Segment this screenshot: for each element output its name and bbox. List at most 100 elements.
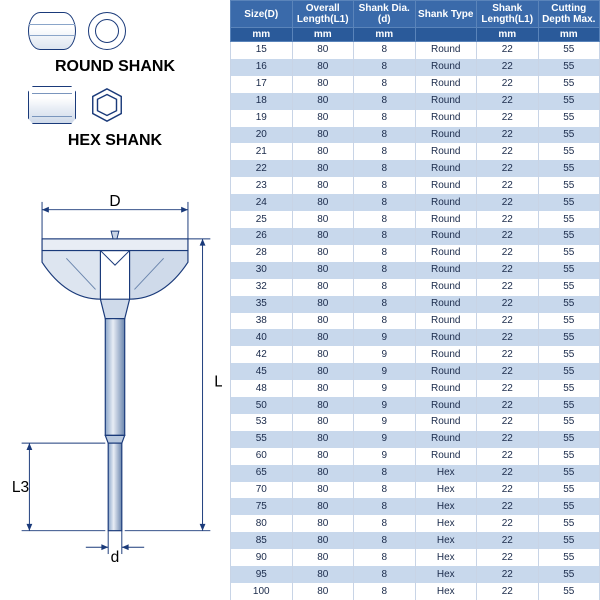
table-cell: 25 (231, 211, 293, 228)
table-cell: 8 (354, 566, 416, 583)
table-cell: 80 (292, 245, 354, 262)
table-cell: 55 (538, 127, 600, 144)
table-cell: Round (415, 346, 477, 363)
table-cell: 80 (292, 110, 354, 127)
table-cell: 55 (538, 194, 600, 211)
spec-table-body: 15808Round225516808Round225517808Round22… (231, 42, 600, 600)
table-row: 53809Round2255 (231, 414, 600, 431)
table-cell: 32 (231, 279, 293, 296)
table-cell: 80 (292, 329, 354, 346)
table-cell: Round (415, 59, 477, 76)
table-cell: Round (415, 313, 477, 330)
table-cell: 18 (231, 93, 293, 110)
table-cell: 9 (354, 414, 416, 431)
bit-head (42, 231, 188, 299)
table-cell: 22 (477, 313, 539, 330)
table-cell: 80 (292, 160, 354, 177)
dim-l3: L3 (12, 479, 29, 496)
table-cell: 22 (477, 160, 539, 177)
table-cell: 55 (538, 363, 600, 380)
col-header: Shank Length(L1) (477, 1, 539, 28)
table-cell: Hex (415, 498, 477, 515)
table-cell: 55 (538, 76, 600, 93)
bit-neck (100, 299, 129, 318)
table-cell: 9 (354, 363, 416, 380)
table-cell: 55 (538, 515, 600, 532)
table-cell: 22 (477, 42, 539, 59)
table-cell: 15 (231, 42, 293, 59)
table-cell: 80 (292, 482, 354, 499)
spec-table: Size(D)Overall Length(L1)Shank Dia.(d)Sh… (230, 0, 600, 600)
col-unit: mm (538, 28, 600, 42)
table-cell: Round (415, 296, 477, 313)
table-cell: 80 (292, 93, 354, 110)
table-cell: Hex (415, 566, 477, 583)
table-cell: Round (415, 177, 477, 194)
table-cell: Round (415, 397, 477, 414)
table-cell: 80 (292, 296, 354, 313)
table-row: 23808Round2255 (231, 177, 600, 194)
table-cell: Round (415, 160, 477, 177)
col-header: Shank Dia.(d) (354, 1, 416, 28)
table-cell: 80 (292, 397, 354, 414)
table-row: 65808Hex2255 (231, 465, 600, 482)
forstner-bit-diagram: D (8, 166, 222, 588)
table-cell: 55 (538, 228, 600, 245)
table-row: 60809Round2255 (231, 448, 600, 465)
table-cell: 80 (292, 313, 354, 330)
table-cell: 80 (292, 59, 354, 76)
table-cell: 80 (292, 346, 354, 363)
table-cell: Round (415, 245, 477, 262)
table-cell: Hex (415, 465, 477, 482)
table-row: 17808Round2255 (231, 76, 600, 93)
table-cell: 55 (538, 465, 600, 482)
table-cell: 17 (231, 76, 293, 93)
table-cell: 80 (292, 532, 354, 549)
table-cell: 22 (477, 515, 539, 532)
table-cell: 26 (231, 228, 293, 245)
round-shank-label: ROUND SHANK (8, 58, 222, 76)
table-cell: Round (415, 380, 477, 397)
table-row: 20808Round2255 (231, 127, 600, 144)
table-cell: 8 (354, 177, 416, 194)
table-row: 38808Round2255 (231, 313, 600, 330)
table-row: 50809Round2255 (231, 397, 600, 414)
table-cell: 8 (354, 279, 416, 296)
col-unit: mm (354, 28, 416, 42)
table-cell: 8 (354, 532, 416, 549)
table-cell: 70 (231, 482, 293, 499)
table-cell: 80 (292, 465, 354, 482)
table-cell: 22 (477, 127, 539, 144)
table-cell: 8 (354, 93, 416, 110)
table-cell: 22 (477, 329, 539, 346)
col-header: Overall Length(L1) (292, 1, 354, 28)
table-cell: 22 (477, 363, 539, 380)
table-cell: 80 (292, 448, 354, 465)
table-cell: 8 (354, 143, 416, 160)
table-cell: 8 (354, 59, 416, 76)
table-cell: 22 (477, 228, 539, 245)
table-cell: Round (415, 228, 477, 245)
table-cell: Hex (415, 515, 477, 532)
table-cell: 55 (538, 313, 600, 330)
table-cell: 28 (231, 245, 293, 262)
table-cell: 80 (292, 380, 354, 397)
col-header: Shank Type (415, 1, 477, 28)
table-cell: Round (415, 448, 477, 465)
table-cell: 22 (477, 414, 539, 431)
table-cell: Round (415, 127, 477, 144)
table-cell: 22 (477, 279, 539, 296)
dim-d-lower: d (111, 549, 120, 566)
table-cell: Round (415, 42, 477, 59)
table-cell: 55 (538, 296, 600, 313)
table-cell: 80 (292, 583, 354, 600)
table-cell: Round (415, 329, 477, 346)
table-cell: Round (415, 194, 477, 211)
hex-shank-side-icon (28, 86, 76, 124)
table-cell: 55 (538, 397, 600, 414)
table-row: 90808Hex2255 (231, 549, 600, 566)
table-row: 75808Hex2255 (231, 498, 600, 515)
table-cell: 55 (538, 583, 600, 600)
table-cell: 50 (231, 397, 293, 414)
table-cell: 55 (231, 431, 293, 448)
